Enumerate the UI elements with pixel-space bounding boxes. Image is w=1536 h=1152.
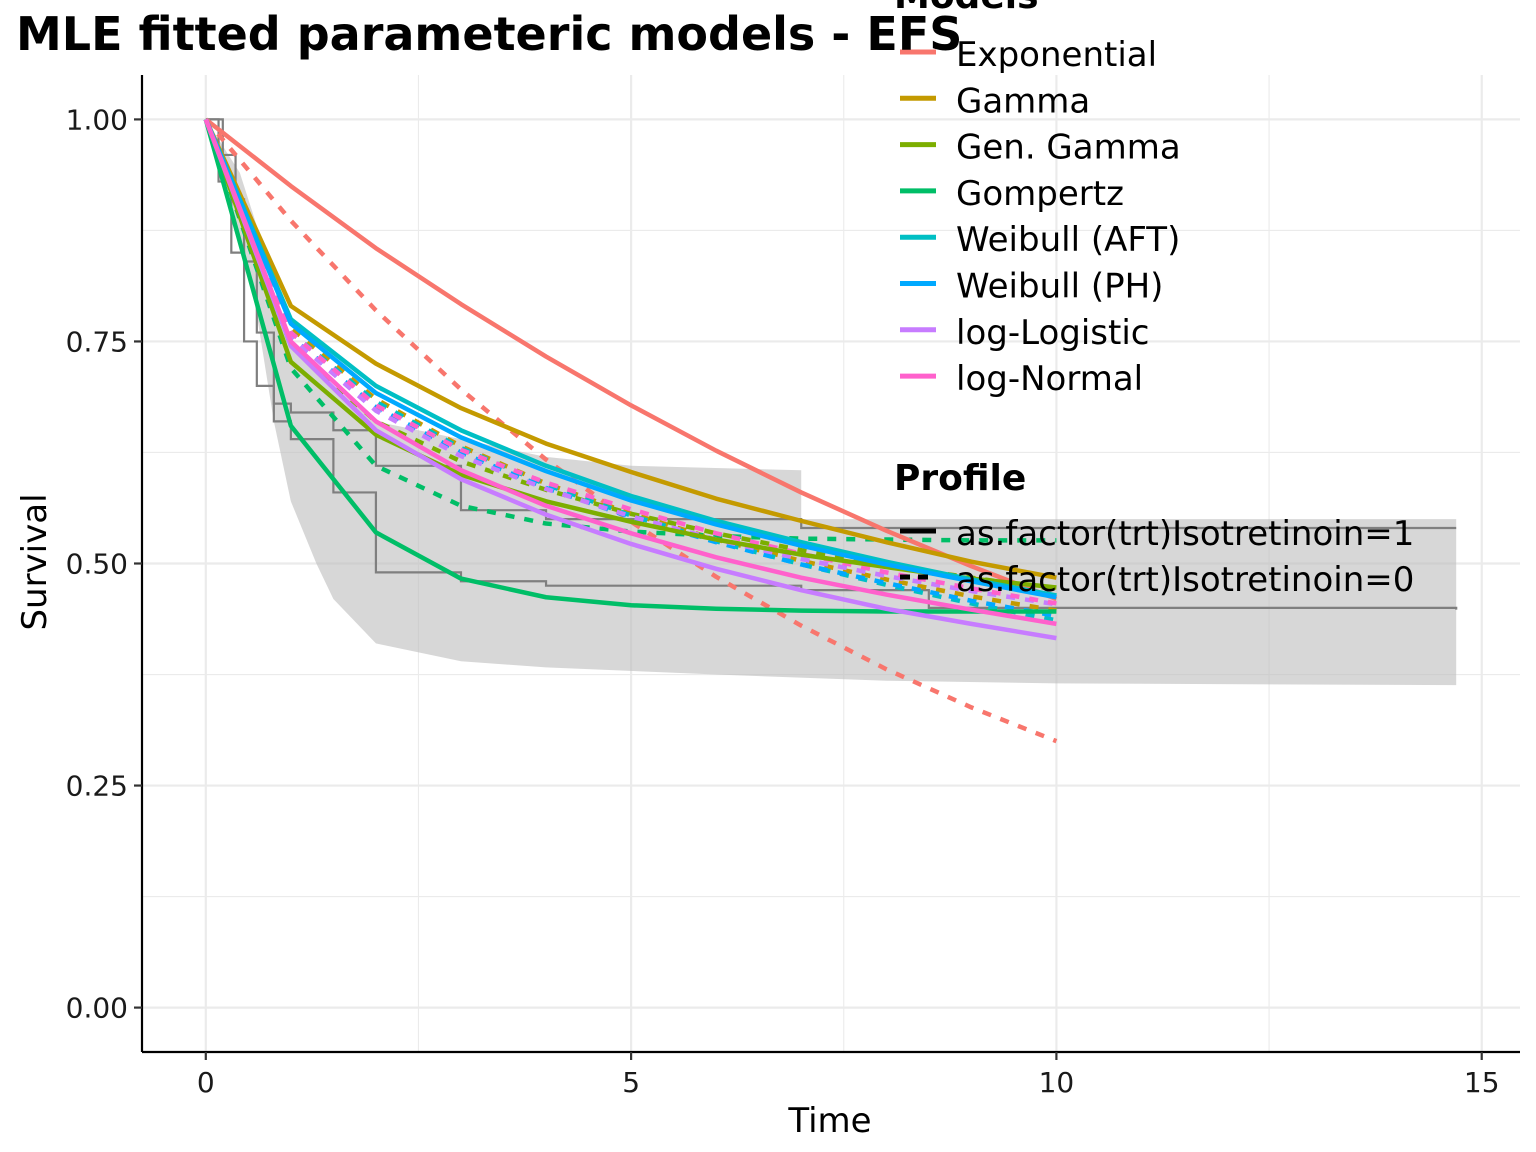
legend-label: Gompertz: [956, 174, 1124, 214]
y-tick-label: 0.75: [66, 325, 128, 358]
series-line-isotretinoin-1: [203, 118, 1057, 600]
series-line-isotretinoin-1: [203, 118, 1057, 598]
y-tick-label: 1.00: [66, 103, 128, 136]
legend-label: log-Logistic: [956, 313, 1149, 353]
confidence-band: [205, 119, 1457, 686]
legend-label: log-Normal: [956, 359, 1143, 399]
legend-label: as.factor(trt)Isotretinoin=1: [956, 514, 1414, 554]
y-tick-label: 0.50: [66, 548, 128, 581]
legend-label: Gen. Gamma: [956, 128, 1181, 168]
legend-models-title: Models: [894, 0, 1039, 17]
chart-title: MLE fitted parameteric models - EFS: [16, 7, 962, 61]
series-line-isotretinoin-0: [203, 118, 1057, 607]
series-line-isotretinoin-1: [203, 118, 1057, 627]
x-tick-label: 15: [1464, 1066, 1500, 1099]
legend-label: Weibull (AFT): [956, 220, 1180, 260]
legend-label: Weibull (PH): [956, 267, 1163, 307]
series-line-isotretinoin-1: [203, 118, 1057, 641]
series-line-isotretinoin-0: [203, 118, 1057, 606]
legend-profile-title: Profile: [894, 458, 1026, 499]
x-tick-label: 5: [622, 1066, 640, 1099]
axes: 0 5 10 15 0.00 0.25 0.50 0.75 1.00: [66, 75, 1520, 1099]
series-line-isotretinoin-1: [203, 118, 1057, 580]
legend-label: Exponential: [956, 35, 1157, 75]
x-axis-title: Time: [787, 1101, 871, 1141]
series-line-isotretinoin-1: [204, 117, 1058, 602]
x-tick-label: 10: [1039, 1066, 1075, 1099]
x-tick-label: 0: [197, 1066, 215, 1099]
legend-label: as.factor(trt)Isotretinoin=0: [956, 560, 1414, 600]
series-line-isotretinoin-0: [204, 117, 1058, 744]
y-axis-title: Survival: [15, 493, 55, 630]
y-tick-label: 0.25: [66, 770, 128, 803]
model-curves: [203, 117, 1058, 744]
series-line-isotretinoin-0: [203, 118, 1057, 543]
legend: Models Exponential Gamma Gen. Gamma Gompertz…: [894, 0, 1414, 600]
y-tick-label: 0.00: [66, 992, 128, 1025]
series-line-isotretinoin-1: [203, 118, 1057, 614]
legend-label: Gamma: [956, 81, 1090, 121]
